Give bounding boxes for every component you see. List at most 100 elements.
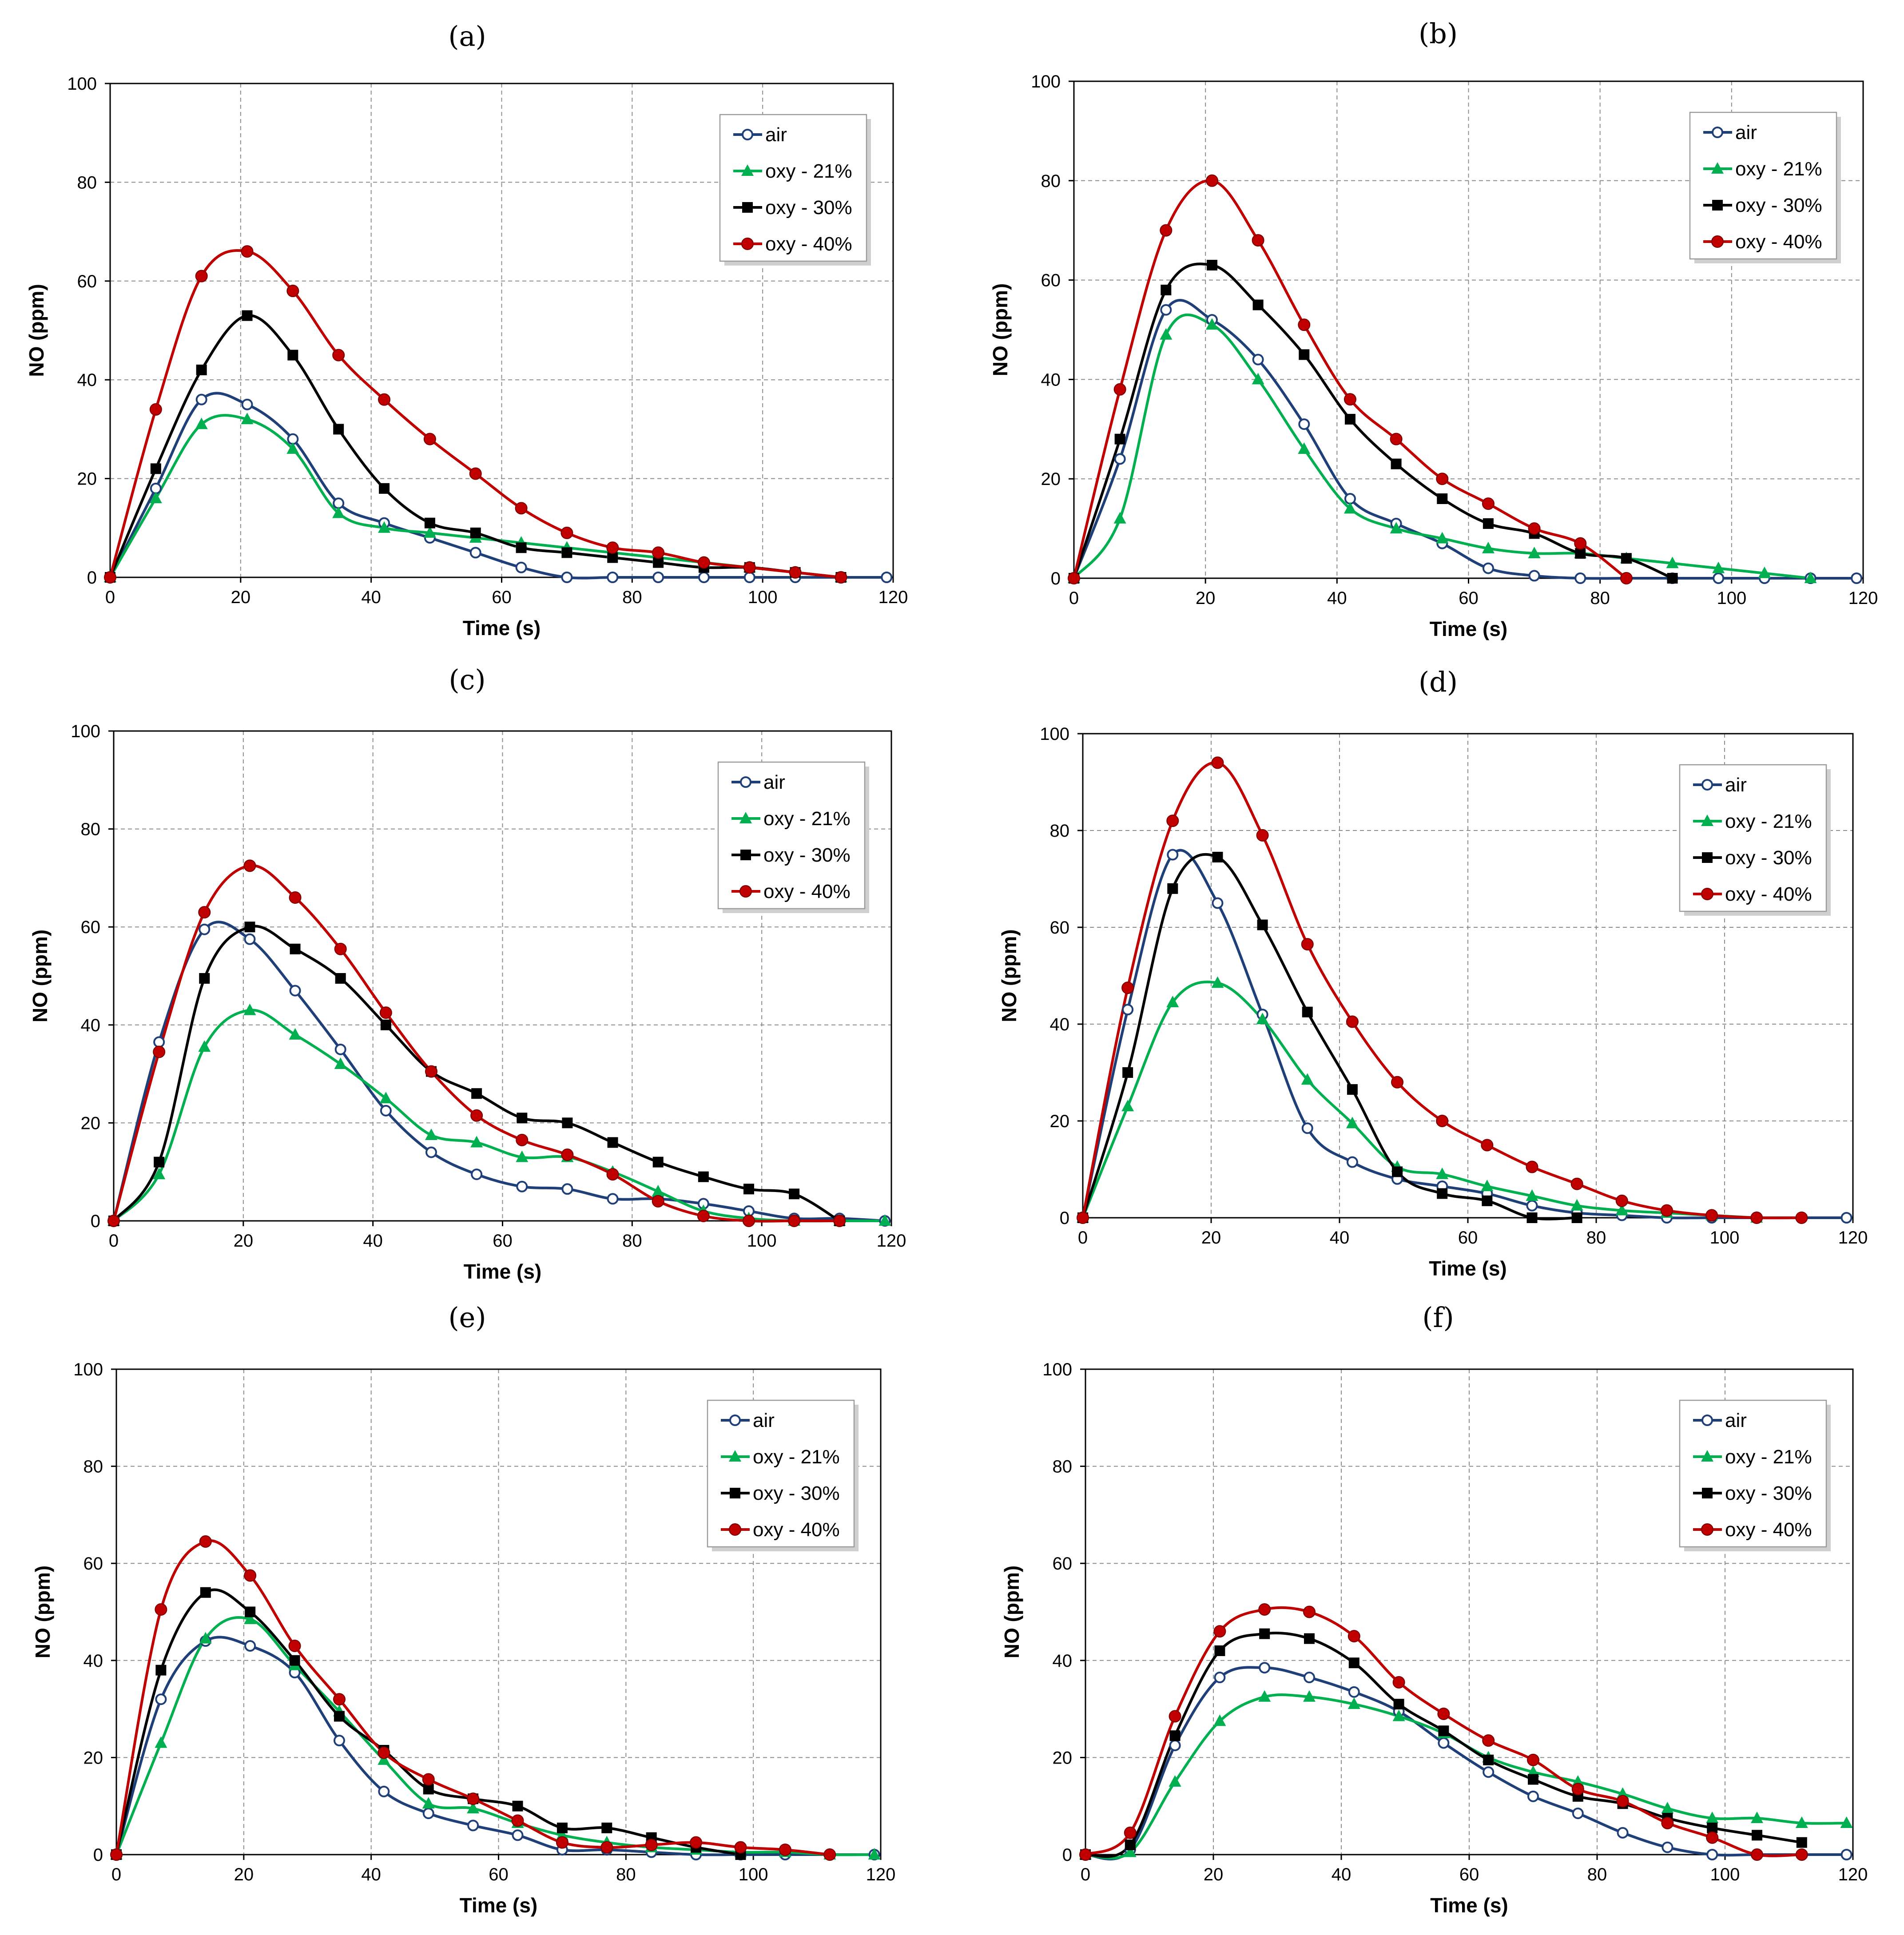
data-point [422,1797,435,1809]
x-tick-label: 20 [231,588,251,607]
data-point [467,1802,480,1814]
x-tick-label: 100 [1710,1865,1740,1884]
data-point [1213,1714,1226,1726]
data-point [561,1148,574,1161]
x-tick-label: 80 [622,1231,642,1251]
legend-label: oxy - 21% [753,1446,840,1468]
x-axis-title: Time (s) [460,1894,538,1917]
legend-label: oxy - 40% [1725,1519,1812,1541]
y-tick-label: 20 [1053,1748,1073,1768]
panel-title: (d) [1419,666,1458,698]
y-tick-label: 60 [1050,918,1070,938]
data-point [1113,383,1126,396]
data-point [823,1848,836,1861]
legend-label: oxy - 30% [765,197,852,219]
data-point [1212,897,1224,909]
x-tick-label: 20 [1201,1228,1221,1248]
data-point [1481,1180,1494,1192]
data-point [607,1137,618,1148]
data-point [245,1606,256,1617]
chart-panel-1: (a) 0 20 40 60 80 100 120 0 20 40 60 80 100 Time (s) NO… [25,20,908,640]
data-point [1259,1662,1271,1674]
data-point [243,859,256,872]
data-point [789,1188,800,1200]
data-point [153,1045,166,1058]
legend-label: oxy - 21% [1725,1446,1812,1468]
data-point [1391,458,1402,469]
data-point [878,1214,891,1226]
x-tick-label: 40 [361,588,381,607]
data-point [1712,561,1725,573]
data-point [601,1822,612,1833]
data-point [560,526,573,539]
data-point [1482,497,1495,510]
data-point [1213,1625,1226,1638]
data-point [697,1209,710,1222]
data-point [199,973,210,984]
data-point [652,1184,664,1196]
data-point [652,1195,664,1208]
data-point [469,547,481,559]
y-tick-label: 60 [1041,271,1061,290]
legend-label: oxy - 30% [763,844,851,866]
legend-label: air [765,124,787,146]
data-point [286,442,299,454]
data-point [512,1800,523,1812]
data-point [1344,502,1356,514]
data-point [1660,1204,1673,1217]
x-axis-title: Time (s) [463,616,541,640]
chart-panel-4: (d) 0 20 40 60 80 100 120 0 20 40 60 80 100 Time (s) NO… [998,666,1868,1280]
legend-marker [729,1414,741,1426]
x-axis-title: Time (s) [464,1260,542,1283]
x-tick-label: 100 [748,588,778,607]
data-point [1662,1841,1673,1853]
data-point [244,1612,257,1624]
x-tick-label: 80 [622,588,642,607]
data-point [1527,1753,1539,1766]
data-point [606,1168,619,1181]
y-tick-label: 60 [1053,1554,1073,1573]
data-point [1166,995,1179,1007]
data-point [1346,1015,1359,1028]
data-point [333,1735,345,1747]
series-line-3 [112,864,840,1223]
x-tick-label: 40 [363,1231,383,1251]
data-point [1570,1177,1583,1190]
data-point [424,517,435,528]
data-point [289,891,302,904]
legend-marker [741,238,754,250]
y-tick-label: 100 [1031,72,1061,91]
data-point [698,1171,709,1182]
data-point [1206,260,1217,271]
data-point [881,572,893,583]
data-point [742,1215,755,1227]
series-line-0 [109,392,887,580]
x-tick-label: 120 [877,1231,906,1251]
data-point [1252,234,1264,247]
data-point [332,349,345,362]
data-point [1571,1212,1582,1223]
data-point [423,526,436,538]
data-point [1795,1848,1808,1861]
y-tick-label: 80 [77,173,97,192]
data-point [379,1006,392,1019]
data-point [1347,1084,1358,1095]
data-point [1436,473,1449,485]
data-point [1758,566,1771,578]
x-tick-label: 60 [1458,1228,1478,1248]
data-point [1528,547,1541,559]
data-point [1114,433,1125,445]
y-tick-label: 80 [1050,821,1070,841]
data-point [600,1841,613,1854]
data-point [333,424,344,435]
data-point [471,1168,483,1180]
data-point [1211,976,1224,988]
x-tick-label: 100 [739,1865,768,1884]
data-point [1392,1676,1405,1689]
data-point [1796,1837,1807,1848]
y-tick-label: 40 [1050,1015,1070,1034]
x-tick-label: 120 [866,1865,896,1884]
data-point [690,1836,703,1849]
x-tick-label: 40 [1327,588,1347,608]
data-point [1392,1709,1405,1721]
